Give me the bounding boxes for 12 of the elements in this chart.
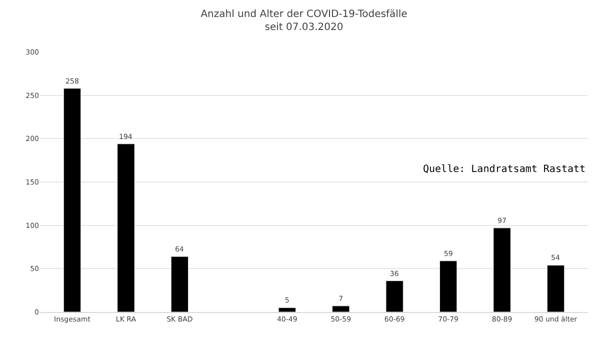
chart-subtitle: seit 07.03.2020 (264, 22, 344, 34)
bar (117, 144, 135, 312)
bar (170, 256, 189, 312)
annotation: Quelle: Landratsamt Rastatt (423, 164, 586, 175)
bar (493, 228, 511, 312)
bar (386, 280, 404, 312)
bar (63, 88, 82, 312)
bar (332, 306, 350, 312)
bar (439, 260, 458, 312)
bar (278, 307, 296, 312)
chart-title: Anzahl und Alter der COVID-19-Todesfälle (200, 9, 408, 20)
bar (546, 264, 565, 312)
